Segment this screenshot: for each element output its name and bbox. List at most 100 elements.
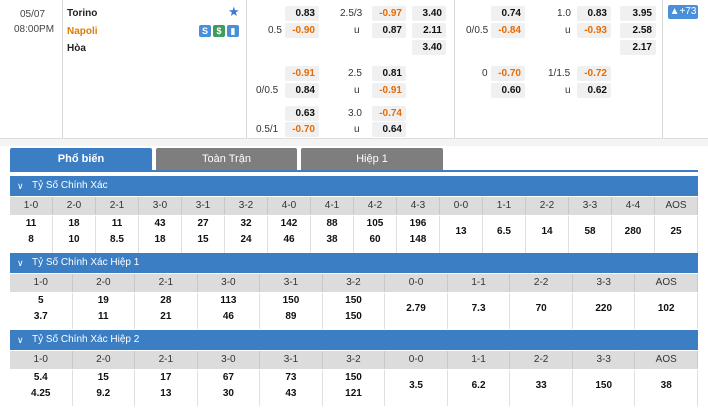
score-odds-cell[interactable]: 88 38 bbox=[311, 216, 354, 253]
tab-half-1[interactable]: Hiệp 1 bbox=[301, 148, 443, 170]
score-odds-cell[interactable]: 11 8 bbox=[10, 216, 53, 253]
score-odds-cell[interactable]: 19 11 bbox=[73, 293, 136, 329]
odd-cell[interactable]: -0.84 bbox=[491, 23, 525, 38]
money-icon[interactable]: $ bbox=[213, 25, 225, 37]
score-odds-cell[interactable]: 11 8.5 bbox=[96, 216, 139, 253]
score-odds-cell[interactable]: 150 89 bbox=[260, 293, 323, 329]
score-odds-cell[interactable]: 27 15 bbox=[182, 216, 225, 253]
away-odd[interactable]: 13 bbox=[160, 388, 172, 399]
score-odds-cell[interactable]: 38 bbox=[635, 370, 698, 406]
draw-odd[interactable]: 25 bbox=[670, 226, 682, 237]
score-odds-cell[interactable]: 25 bbox=[655, 216, 698, 253]
home-odd[interactable]: 67 bbox=[222, 372, 234, 383]
home-odd[interactable]: 196 bbox=[409, 218, 427, 229]
odd-cell[interactable]: 0.87 bbox=[372, 23, 406, 38]
home-odd[interactable]: 105 bbox=[366, 218, 384, 229]
score-odds-cell[interactable]: 3.5 bbox=[385, 370, 448, 406]
home-odd[interactable]: 43 bbox=[154, 218, 166, 229]
chevron-down-icon[interactable]: ∨ bbox=[17, 258, 24, 268]
score-odds-cell[interactable]: 7.3 bbox=[448, 293, 511, 329]
home-team[interactable]: Torino bbox=[67, 8, 98, 19]
home-odd[interactable]: 5 bbox=[37, 295, 44, 306]
home-odd[interactable]: 88 bbox=[326, 218, 338, 229]
score-odds-cell[interactable]: 13 bbox=[440, 216, 483, 253]
section-header[interactable]: ∨ Tỷ Số Chính Xác bbox=[10, 176, 698, 196]
draw-odd[interactable]: 14 bbox=[541, 226, 553, 237]
score-odds-cell[interactable]: 33 bbox=[510, 370, 573, 406]
away-odd[interactable]: 9.2 bbox=[96, 388, 111, 399]
score-odds-cell[interactable]: 17 13 bbox=[135, 370, 198, 406]
score-odds-cell[interactable]: 43 18 bbox=[139, 216, 182, 253]
score-odds-cell[interactable]: 150 121 bbox=[323, 370, 386, 406]
odd-cell[interactable]: 3.40 bbox=[412, 40, 446, 55]
odd-cell[interactable]: -0.72 bbox=[577, 66, 611, 81]
draw-odd[interactable]: 220 bbox=[595, 303, 613, 314]
home-odd[interactable]: 32 bbox=[240, 218, 252, 229]
away-odd[interactable]: 3.7 bbox=[33, 311, 48, 322]
away-odd[interactable]: 43 bbox=[285, 388, 297, 399]
away-odd[interactable]: 8.5 bbox=[110, 234, 124, 245]
score-odds-cell[interactable]: 220 bbox=[573, 293, 636, 329]
tab-full-match[interactable]: Toàn Trận bbox=[156, 148, 297, 170]
home-odd[interactable]: 150 bbox=[345, 372, 362, 383]
score-odds-cell[interactable]: 105 60 bbox=[354, 216, 397, 253]
odd-cell[interactable]: -0.97 bbox=[372, 6, 406, 21]
away-odd[interactable]: 10 bbox=[68, 234, 80, 245]
draw-odd[interactable]: 280 bbox=[624, 226, 642, 237]
odd-cell[interactable]: 2.11 bbox=[412, 23, 446, 38]
odd-cell[interactable]: -0.70 bbox=[285, 122, 319, 137]
draw-odd[interactable]: 70 bbox=[535, 303, 547, 314]
chevron-down-icon[interactable]: ∨ bbox=[17, 335, 24, 345]
home-odd[interactable]: 15 bbox=[97, 372, 109, 383]
score-odds-cell[interactable]: 150 bbox=[573, 370, 636, 406]
odd-cell[interactable]: 0.63 bbox=[285, 106, 319, 121]
score-odds-cell[interactable]: 5 3.7 bbox=[10, 293, 73, 329]
score-odds-cell[interactable]: 150 150 bbox=[323, 293, 386, 329]
score-odds-cell[interactable]: 280 bbox=[612, 216, 655, 253]
away-odd[interactable]: 4.25 bbox=[31, 388, 51, 399]
draw-odd[interactable]: 2.79 bbox=[406, 303, 426, 314]
away-odd[interactable]: 46 bbox=[222, 311, 234, 322]
score-odds-cell[interactable]: 6.5 bbox=[483, 216, 526, 253]
score-odds-cell[interactable]: 6.2 bbox=[448, 370, 511, 406]
home-odd[interactable]: 113 bbox=[220, 295, 237, 306]
chart-icon[interactable]: ▮ bbox=[227, 25, 239, 37]
star-icon[interactable]: ★ bbox=[228, 4, 240, 19]
home-odd[interactable]: 17 bbox=[160, 372, 172, 383]
away-odd[interactable]: 148 bbox=[409, 234, 427, 245]
away-odd[interactable]: 150 bbox=[345, 311, 362, 322]
home-odd[interactable]: 18 bbox=[68, 218, 80, 229]
draw-odd[interactable]: 33 bbox=[535, 380, 547, 391]
away-odd[interactable]: 15 bbox=[197, 234, 209, 245]
score-odds-cell[interactable]: 32 24 bbox=[225, 216, 268, 253]
score-odds-cell[interactable]: 28 21 bbox=[135, 293, 198, 329]
odd-cell[interactable]: 0.60 bbox=[491, 83, 525, 98]
score-odds-cell[interactable]: 67 30 bbox=[198, 370, 261, 406]
draw-odd[interactable]: 38 bbox=[660, 380, 672, 391]
score-odds-cell[interactable]: 2.79 bbox=[385, 293, 448, 329]
score-odds-cell[interactable]: 196 148 bbox=[397, 216, 440, 253]
score-odds-cell[interactable]: 70 bbox=[510, 293, 573, 329]
away-odd[interactable]: 38 bbox=[326, 234, 338, 245]
odd-cell[interactable]: -0.91 bbox=[372, 83, 406, 98]
away-odd[interactable]: 8 bbox=[28, 234, 34, 245]
away-team[interactable]: Napoli bbox=[67, 26, 98, 37]
home-odd[interactable]: 11 bbox=[111, 218, 123, 229]
score-odds-cell[interactable]: 73 43 bbox=[260, 370, 323, 406]
more-markets-button[interactable]: ▲+73 bbox=[668, 5, 698, 19]
away-odd[interactable]: 18 bbox=[154, 234, 166, 245]
score-odds-cell[interactable]: 14 bbox=[526, 216, 569, 253]
chevron-down-icon[interactable]: ∨ bbox=[17, 181, 24, 191]
score-odds-cell[interactable]: 113 46 bbox=[198, 293, 261, 329]
score-odds-cell[interactable]: 102 bbox=[635, 293, 698, 329]
odd-cell[interactable]: -0.70 bbox=[491, 66, 525, 81]
odd-cell[interactable]: -0.90 bbox=[285, 23, 319, 38]
score-odds-cell[interactable]: 15 9.2 bbox=[73, 370, 136, 406]
section-header[interactable]: ∨ Tỷ Số Chính Xác Hiệp 1 bbox=[10, 253, 698, 273]
section-header[interactable]: ∨ Tỷ Số Chính Xác Hiệp 2 bbox=[10, 330, 698, 350]
odd-cell[interactable]: -0.93 bbox=[577, 23, 611, 38]
draw-odd[interactable]: 58 bbox=[584, 226, 596, 237]
draw-odd[interactable]: 3.5 bbox=[409, 380, 423, 391]
draw-odd[interactable]: 6.2 bbox=[471, 380, 486, 391]
tab-popular[interactable]: Phổ biến bbox=[10, 148, 152, 170]
